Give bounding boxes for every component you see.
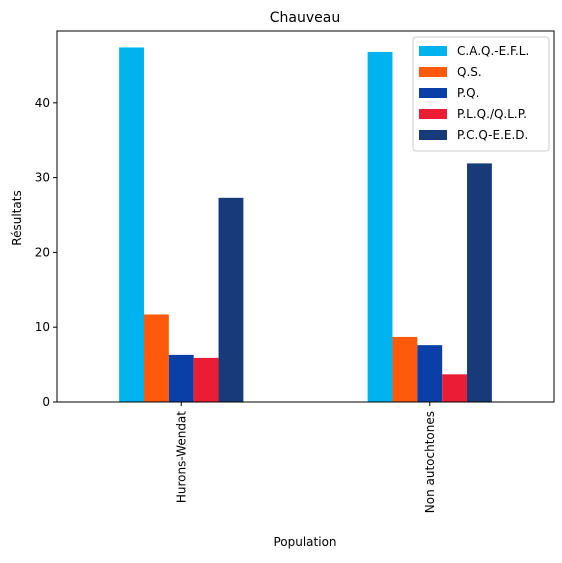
- y-tick-label-4: 30: [35, 171, 50, 185]
- bar-5-2: [467, 163, 492, 402]
- legend: C.A.Q.-E.F.L. Q.S. P.Q. P.L.Q./Q.L.P. P.C.Q-…: [412, 36, 550, 152]
- bar-2-2: [392, 336, 418, 402]
- legend-swatch-5: [419, 130, 447, 140]
- y-tick-label-3: 20: [35, 245, 50, 259]
- legend-label-4: P.L.Q./Q.L.P.: [457, 107, 527, 121]
- legend-swatch-4: [419, 109, 447, 119]
- x-axis-label: Population: [273, 535, 336, 549]
- legend-label-3: P.Q.: [457, 86, 479, 100]
- x-tick-label-2: Non autochtones: [423, 411, 437, 513]
- bar-5-1: [218, 197, 244, 402]
- bar-2-1: [143, 314, 169, 402]
- y-axis: 0 10 20 30 40: [35, 96, 57, 409]
- y-tick-label-1: 0: [42, 395, 50, 409]
- legend-label-2: Q.S.: [457, 65, 482, 79]
- legend-frame: [412, 36, 550, 152]
- y-tick-label-2: 10: [35, 320, 50, 334]
- legend-swatch-3: [419, 88, 447, 98]
- x-axis: Hurons-Wendat Non autochtones: [174, 402, 437, 513]
- legend-label-5: P.C.Q-E.E.D.: [457, 128, 528, 142]
- legend-swatch-2: [419, 67, 447, 77]
- bar-4-1: [193, 357, 219, 402]
- y-axis-label: Résultats: [10, 190, 24, 245]
- bar-3-2: [417, 345, 443, 402]
- bar-3-1: [168, 354, 194, 402]
- plot-frame: [56, 30, 555, 403]
- bar-4-2: [442, 374, 468, 402]
- x-tick-label-1: Hurons-Wendat: [174, 411, 188, 503]
- legend-swatch-1: [419, 46, 447, 56]
- bar-1-1: [119, 47, 144, 402]
- chart-title: Chauveau: [270, 10, 340, 26]
- bar-1-2: [367, 51, 393, 403]
- bars-layer: [119, 47, 492, 403]
- legend-label-1: C.A.Q.-E.F.L.: [457, 44, 529, 58]
- y-tick-label-5: 40: [35, 96, 50, 110]
